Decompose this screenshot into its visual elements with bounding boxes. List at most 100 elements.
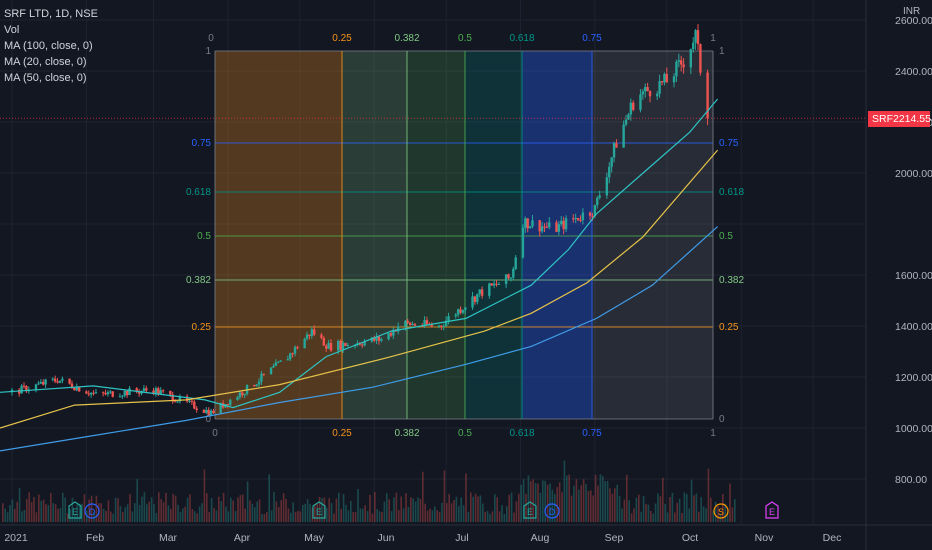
volume-bar <box>633 508 635 522</box>
volume-bar <box>417 497 419 522</box>
legend-symbol[interactable]: SRF LTD, 1D, NSE <box>4 8 98 20</box>
volume-bar <box>414 501 417 522</box>
candle-body <box>488 283 491 296</box>
volume-bar <box>594 474 597 522</box>
candle-body <box>169 391 172 395</box>
volume-bar <box>9 504 11 522</box>
candle-body <box>528 226 532 229</box>
event-marker-label: E <box>72 507 78 517</box>
candle-body <box>543 226 546 228</box>
candle-body <box>202 409 206 413</box>
candle-body <box>360 344 364 346</box>
candle-body <box>56 381 59 383</box>
x-tick-label: 2021 <box>4 532 28 544</box>
volume-bar <box>18 487 21 522</box>
volume-bar <box>693 495 695 522</box>
fib-price-label-left: 0.5 <box>197 231 211 242</box>
candle-body <box>663 73 666 83</box>
legend-ma100[interactable]: MA (100, close, 0) <box>4 40 93 52</box>
candle-body <box>157 388 160 394</box>
candle-body <box>106 392 110 395</box>
legend-ma20[interactable]: MA (20, close, 0) <box>4 56 87 68</box>
volume-bar <box>28 492 30 522</box>
candle-body <box>461 310 465 313</box>
volume-bar <box>678 498 681 522</box>
fib-time-label-bottom: 1 <box>710 428 716 439</box>
volume-bar <box>563 460 566 522</box>
volume-bar <box>194 511 196 522</box>
candle-body <box>286 359 290 361</box>
fib-price-label-left: 0.618 <box>186 187 211 198</box>
y-tick-label: 2400.00 <box>895 66 932 78</box>
candle-body <box>440 325 443 327</box>
candle-body <box>430 324 433 327</box>
volume-bar <box>30 501 33 522</box>
volume-bar <box>424 503 426 522</box>
candle-body <box>128 388 131 396</box>
candle-body <box>209 410 213 416</box>
volume-bar <box>340 508 342 522</box>
volume-bar <box>47 504 50 522</box>
volume-bar <box>398 510 400 522</box>
volume-bar <box>621 508 623 522</box>
candle-body <box>581 212 585 221</box>
x-tick-label: Apr <box>234 532 251 544</box>
volume-bar <box>474 493 477 522</box>
volume-bar <box>482 503 484 522</box>
volume-bar <box>599 474 602 522</box>
candle-body <box>639 94 642 110</box>
fib-time-label-top: 0 <box>208 33 214 44</box>
volume-bar <box>604 481 606 522</box>
candle-body <box>454 314 457 317</box>
volume-bar <box>630 513 633 522</box>
candle-body <box>658 81 661 94</box>
event-marker-label: E <box>316 507 322 517</box>
volume-bar <box>189 494 191 522</box>
volume-bar <box>170 508 172 522</box>
candle-body <box>538 220 541 232</box>
legend-ma50[interactable]: MA (50, close, 0) <box>4 72 87 84</box>
volume-bar <box>321 497 323 522</box>
volume-bar <box>542 480 544 522</box>
fib-price-label-left: 0.75 <box>192 138 212 149</box>
volume-bar <box>614 488 616 522</box>
volume-bar <box>318 496 321 522</box>
volume-bar <box>606 481 609 522</box>
volume-bar <box>508 494 510 522</box>
candle-body <box>44 379 47 385</box>
volume-bar <box>42 499 45 522</box>
candle-body <box>363 341 366 346</box>
volume-bar <box>112 513 114 522</box>
fib-time-label-top: 0.75 <box>582 33 602 44</box>
volume-bar <box>700 497 702 522</box>
volume-bar <box>714 501 717 522</box>
volume-bar <box>705 508 707 522</box>
volume-bar <box>242 494 244 522</box>
volume-bar <box>662 477 664 522</box>
fib-price-label-left: 1 <box>205 46 211 57</box>
candle-body <box>101 392 105 394</box>
candle-body <box>205 409 208 413</box>
volume-bar <box>489 513 491 522</box>
volume-bar <box>647 504 650 522</box>
candle-body <box>375 336 378 341</box>
volume-bar <box>518 493 520 522</box>
volume-bar <box>196 513 198 522</box>
volume-bar <box>364 505 366 522</box>
volume-bar <box>203 469 206 522</box>
candle-body <box>92 392 95 394</box>
candle-body <box>555 222 558 232</box>
legend-volume[interactable]: Vol <box>4 24 20 36</box>
candle-body <box>51 378 54 380</box>
volume-bar <box>150 497 153 522</box>
volume-bar <box>686 494 688 522</box>
fib-zone-0 <box>215 51 342 419</box>
candle-body <box>277 361 280 363</box>
candle-body <box>229 399 232 406</box>
volume-bar <box>618 495 621 522</box>
volume-bar <box>438 511 441 522</box>
fib-zone-4 <box>522 51 592 419</box>
volume-bar <box>263 513 266 522</box>
